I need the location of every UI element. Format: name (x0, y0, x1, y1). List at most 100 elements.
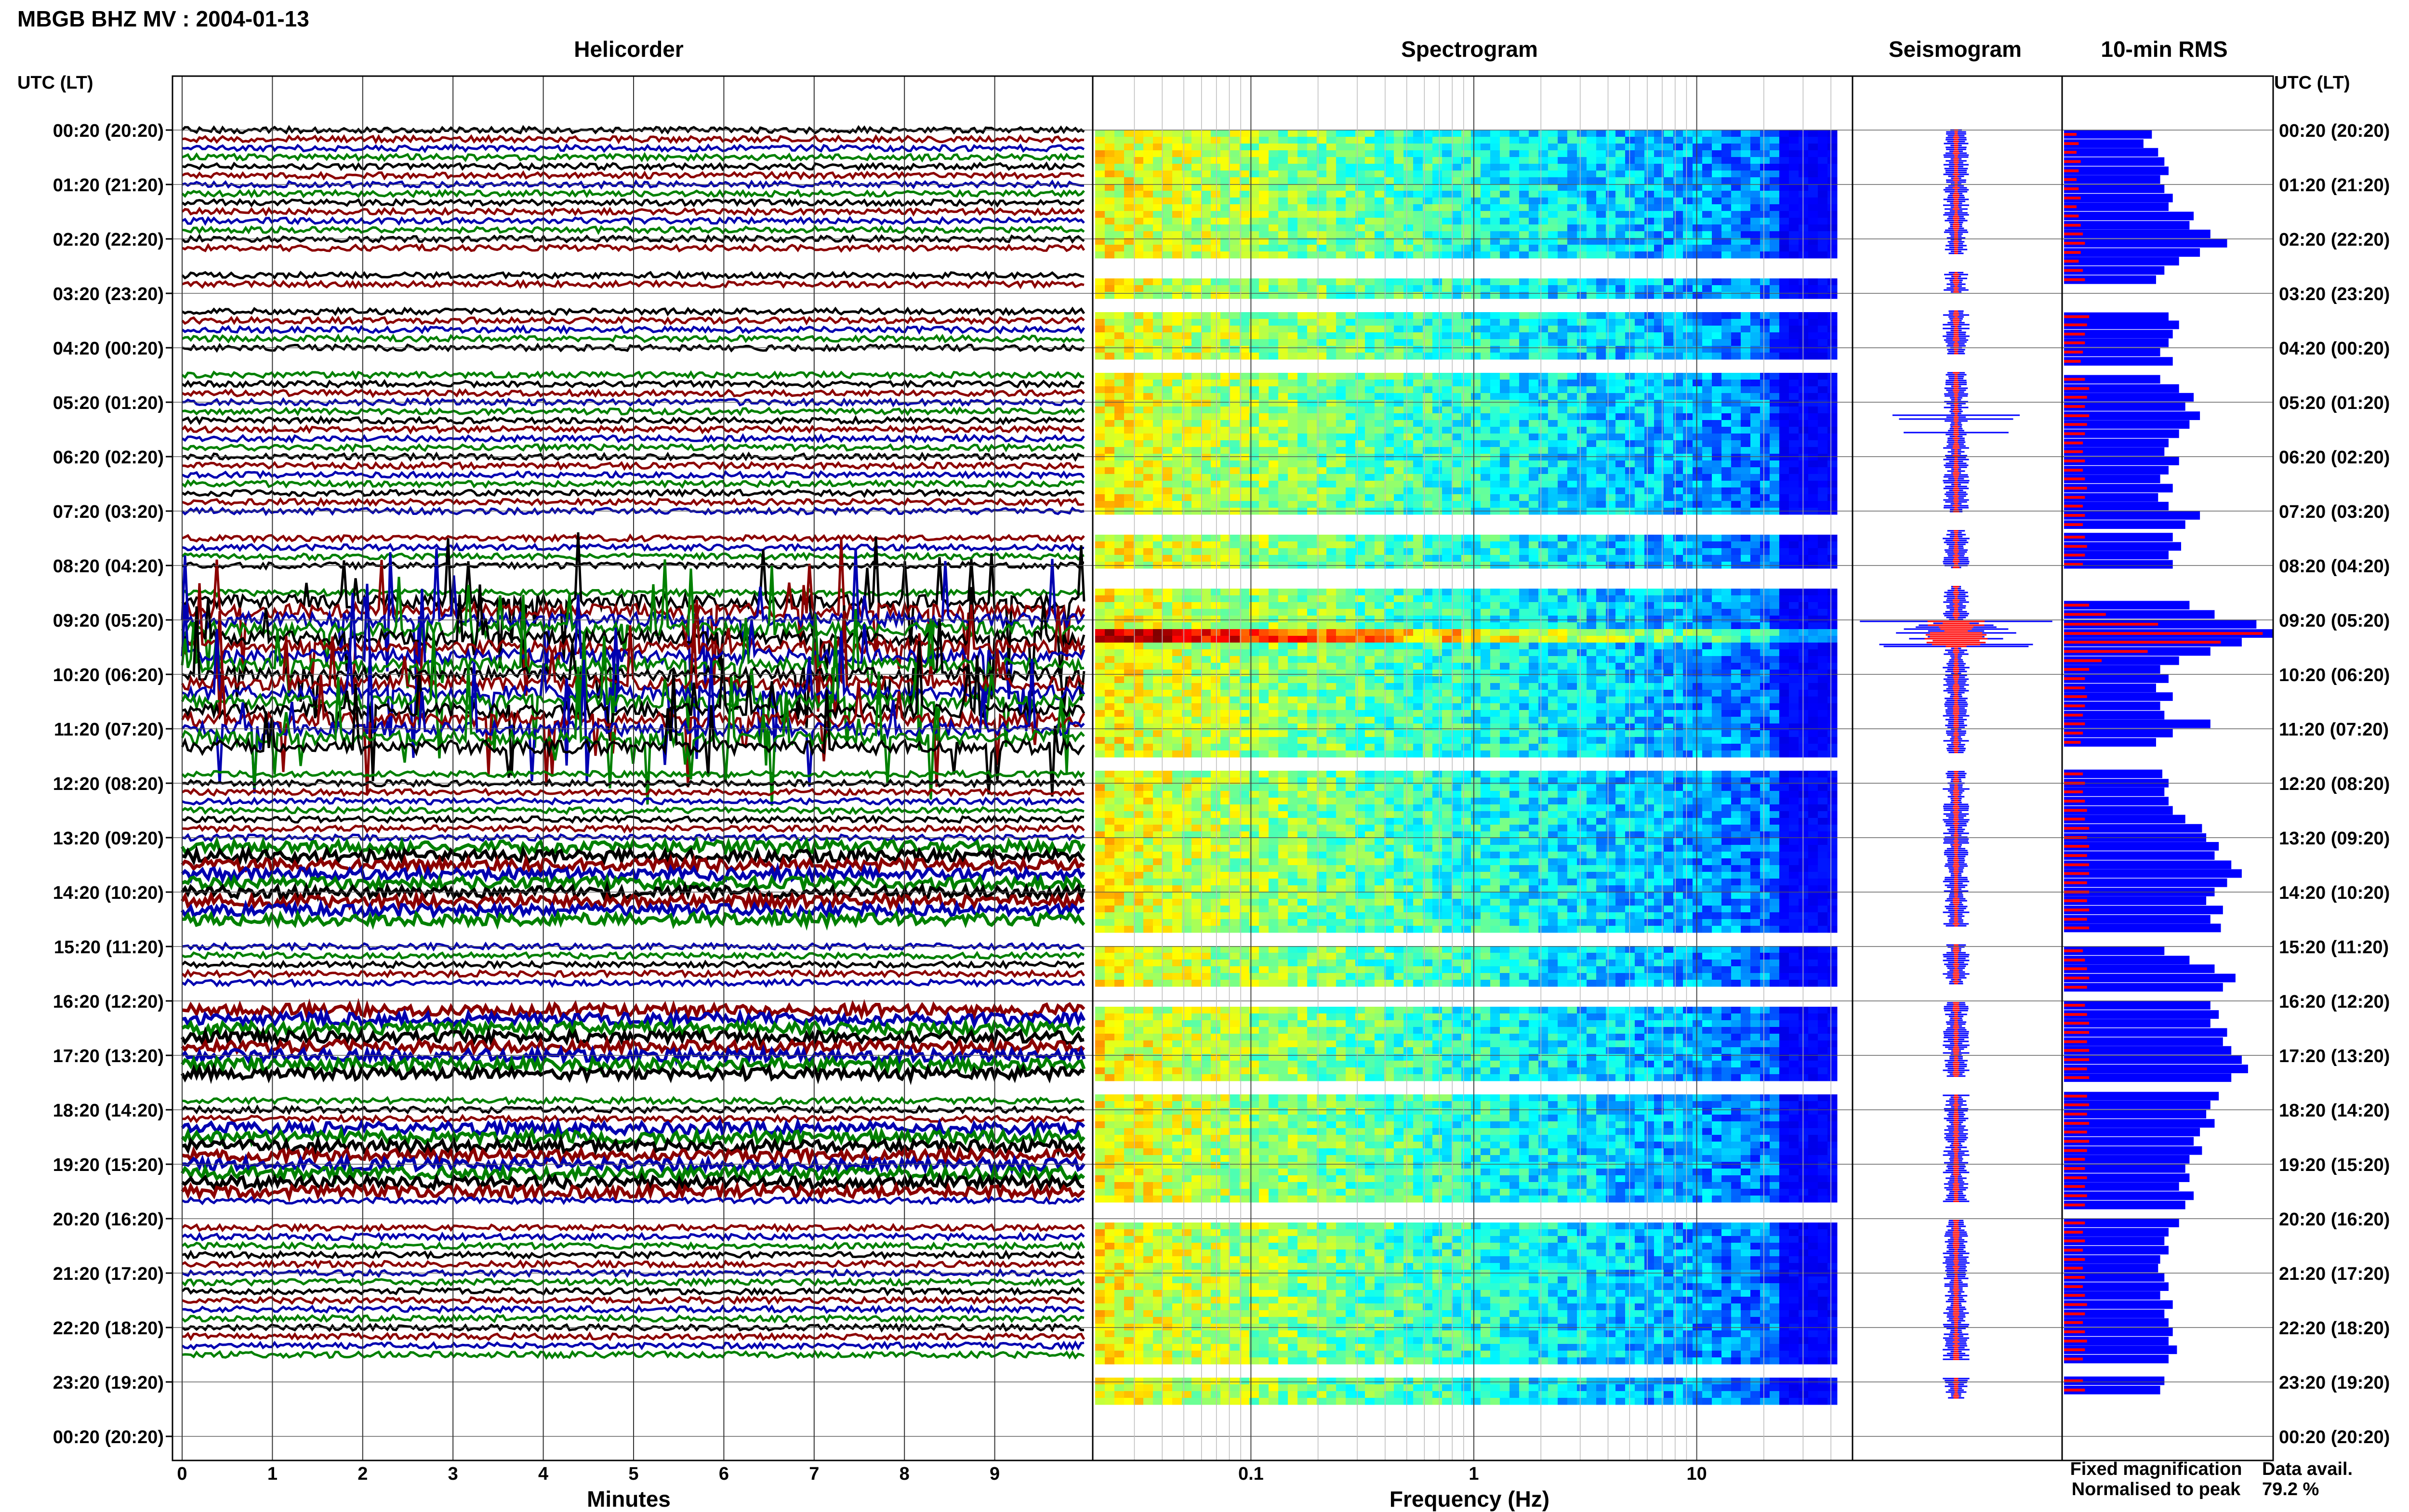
spectrogram-cell (1191, 285, 1202, 292)
spectrogram-cell (1548, 204, 1558, 211)
spectrogram-cell (1644, 204, 1655, 211)
spectrogram-cell (1567, 278, 1577, 286)
spectrogram-cell (1577, 595, 1587, 603)
spectrogram-cell (1211, 487, 1221, 495)
spectrogram-cell (1577, 211, 1587, 218)
spectrogram-cell (1490, 481, 1500, 488)
spectrogram-cell (1490, 393, 1500, 400)
spectrogram-cell (1394, 150, 1404, 158)
spectrogram-cell (1240, 157, 1250, 164)
spectrogram-cell (1336, 609, 1346, 616)
spectrogram-cell (1558, 602, 1568, 609)
spectrogram-cell (1259, 238, 1269, 245)
spectrogram-cell (1278, 494, 1288, 501)
spectrogram-cell (1095, 434, 1105, 441)
spectrogram-cell (1615, 326, 1626, 333)
spectrogram-cell (1191, 454, 1202, 461)
spectrogram-cell (1153, 339, 1163, 346)
spectrogram-cell (1577, 616, 1587, 623)
spectrogram-cell (1191, 427, 1202, 434)
spectrogram-cell (1664, 177, 1674, 184)
spectrogram-cell (1509, 231, 1520, 238)
spectrogram-cell (1818, 400, 1828, 407)
spectrogram-cell (1509, 393, 1520, 400)
spectrogram-cell (1760, 380, 1770, 387)
spectrogram-cell (1731, 211, 1741, 218)
spectrogram-cell (1596, 130, 1606, 137)
spectrogram-cell (1683, 191, 1693, 198)
spectrogram-cell (1384, 332, 1394, 340)
spectrogram-cell (1750, 224, 1760, 232)
spectrogram-cell (1750, 144, 1760, 151)
spectrogram-cell (1105, 137, 1115, 144)
spectrogram-cell (1538, 535, 1549, 542)
spectrogram-cell (1606, 326, 1616, 333)
spectrogram-cell (1587, 602, 1597, 609)
spectrogram-cell (1182, 353, 1192, 360)
spectrogram-cell (1346, 501, 1356, 508)
spectrogram-cell (1201, 609, 1211, 616)
spectrogram-cell (1461, 218, 1471, 225)
spectrogram-cell (1201, 420, 1211, 427)
spectrogram-cell (1124, 501, 1134, 508)
spectrogram-cell (1461, 231, 1471, 238)
spectrogram-cell (1779, 447, 1789, 454)
spectrogram-cell (1587, 481, 1597, 488)
spectrogram-cell (1336, 400, 1346, 407)
spectrogram-cell (1596, 339, 1606, 346)
spectrogram-cell (1635, 440, 1645, 447)
spectrogram-cell (1500, 589, 1510, 596)
spectrogram-cell (1442, 427, 1452, 434)
spectrogram-cell (1288, 386, 1298, 394)
spectrogram-cell (1124, 339, 1134, 346)
spectrogram-cell (1375, 157, 1385, 164)
spectrogram-cell (1741, 231, 1751, 238)
spectrogram-cell (1577, 494, 1587, 501)
spectrogram-cell (1702, 211, 1712, 218)
spectrogram-cell (1693, 211, 1703, 218)
spectrogram-cell (1336, 326, 1346, 333)
spectrogram-cell (1702, 636, 1712, 643)
spectrogram-cell (1211, 440, 1221, 447)
spectrogram-cell (1375, 535, 1385, 542)
spectrogram-cell (1153, 636, 1163, 643)
spectrogram-cell (1654, 224, 1664, 232)
spectrogram-cell (1596, 636, 1606, 643)
spectrogram-cell (1548, 427, 1558, 434)
spectrogram-cell (1721, 380, 1732, 387)
spectrogram-cell (1587, 224, 1597, 232)
spectrogram-cell (1143, 231, 1153, 238)
spectrogram-cell (1500, 400, 1510, 407)
spectrogram-cell (1095, 144, 1105, 151)
spectrogram-cell (1375, 177, 1385, 184)
spectrogram-cell (1827, 130, 1838, 137)
spectrogram-cell (1519, 346, 1529, 353)
spectrogram-cell (1606, 400, 1616, 407)
spectrogram-cell (1529, 393, 1539, 400)
spectrogram-cell (1114, 130, 1125, 137)
spectrogram-cell (1567, 501, 1577, 508)
spectrogram-cell (1423, 595, 1433, 603)
spectrogram-cell (1297, 420, 1308, 427)
spectrogram-cell (1625, 218, 1635, 225)
spectrogram-cell (1702, 177, 1712, 184)
spectrogram-cell (1509, 285, 1520, 292)
spectrogram-cell (1587, 150, 1597, 158)
spectrogram-cell (1558, 285, 1568, 292)
spectrogram-cell (1596, 346, 1606, 353)
spectrogram-cell (1558, 386, 1568, 394)
spectrogram-cell (1134, 501, 1144, 508)
spectrogram-cell (1413, 164, 1423, 171)
spectrogram-cell (1654, 177, 1664, 184)
spectrogram-cell (1625, 460, 1635, 468)
spectrogram-cell (1702, 434, 1712, 441)
spectrogram-cell (1519, 447, 1529, 454)
spectrogram-cell (1269, 548, 1279, 555)
spectrogram-cell (1799, 204, 1809, 211)
spectrogram-cell (1105, 319, 1115, 326)
spectrogram-cell (1423, 440, 1433, 447)
spectrogram-cell (1153, 211, 1163, 218)
spectrogram-cell (1336, 413, 1346, 421)
spectrogram-cell (1509, 636, 1520, 643)
spectrogram-cell (1596, 393, 1606, 400)
